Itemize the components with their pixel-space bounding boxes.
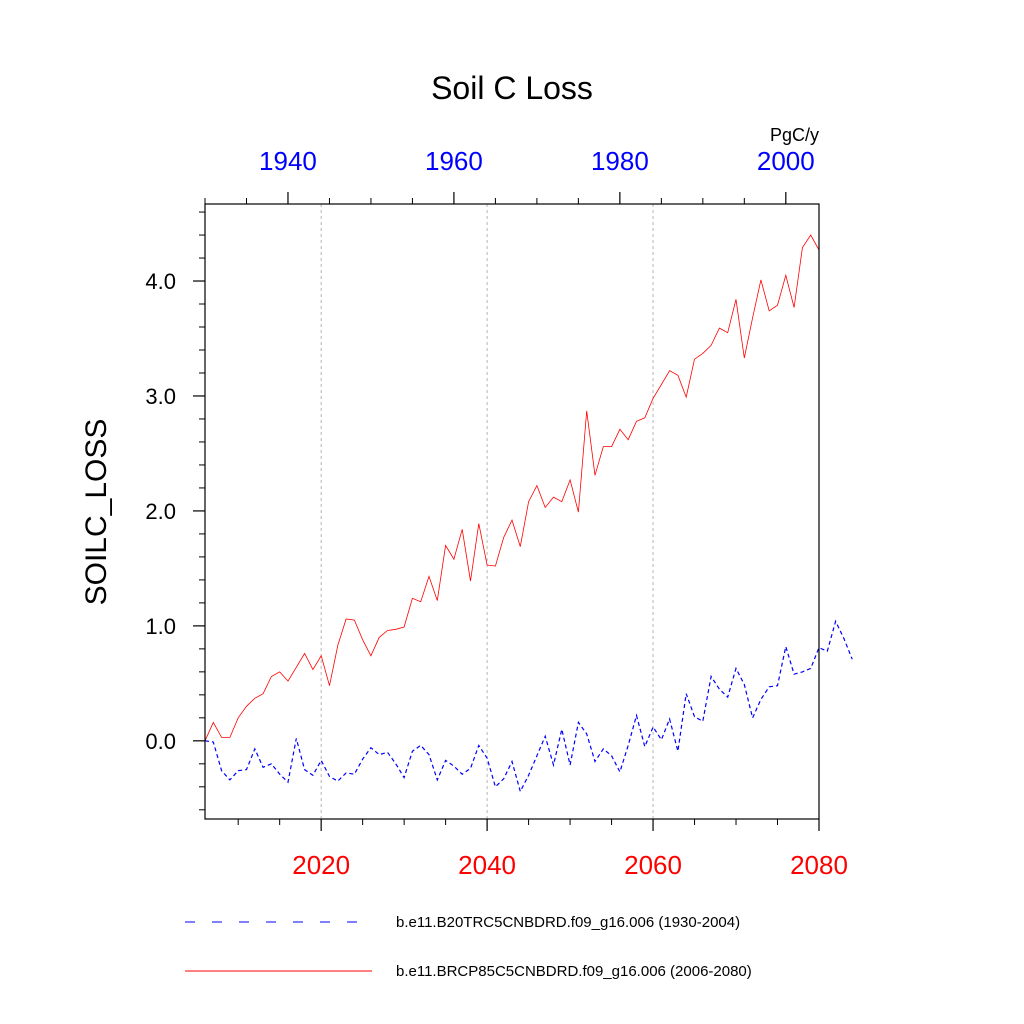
x-bottom-tick-label: 2020 bbox=[292, 850, 350, 880]
y-tick-label: 4.0 bbox=[145, 269, 176, 294]
legend-item-historical: b.e11.B20TRC5CNBDRD.f09_g16.006 (1930-20… bbox=[185, 914, 740, 931]
axes: 0.0 1.0 2.0 3.0 4.0 2020 2040 2060 2080 1940 1960 1… bbox=[145, 146, 848, 880]
units-label: PgC/y bbox=[770, 125, 819, 145]
series-line-historical bbox=[204, 619, 853, 794]
x-bottom-tick-label: 2060 bbox=[624, 850, 682, 880]
y-tick-label: 2.0 bbox=[145, 499, 176, 524]
legend-label-historical: b.e11.B20TRC5CNBDRD.f09_g16.006 (1930-20… bbox=[396, 914, 740, 931]
vertical-grid-lines bbox=[320, 204, 654, 819]
legend: b.e11.B20TRC5CNBDRD.f09_g16.006 (1930-20… bbox=[185, 914, 752, 980]
x-top-tick-label: 1960 bbox=[425, 146, 483, 176]
y-tick-label: 0.0 bbox=[145, 729, 176, 754]
y-tick-label: 1.0 bbox=[145, 614, 176, 639]
series-line-rcp85 bbox=[204, 234, 820, 741]
legend-item-rcp85: b.e11.BRCP85C5CNBDRD.f09_g16.006 (2006-2… bbox=[185, 963, 752, 980]
x-top-tick-label: 2000 bbox=[757, 146, 815, 176]
x-top-tick-label: 1980 bbox=[591, 146, 649, 176]
plot-frame bbox=[204, 203, 820, 820]
legend-label-rcp85: b.e11.BRCP85C5CNBDRD.f09_g16.006 (2006-2… bbox=[396, 963, 752, 980]
x-top-tick-label: 1940 bbox=[259, 146, 317, 176]
x-bottom-tick-label: 2080 bbox=[790, 850, 848, 880]
y-axis-label: SOILC_LOSS bbox=[80, 419, 113, 606]
x-bottom-tick-label: 2040 bbox=[458, 850, 516, 880]
y-tick-label: 3.0 bbox=[145, 384, 176, 409]
chart-title: Soil C Loss bbox=[431, 70, 593, 106]
series-layer bbox=[204, 234, 853, 794]
